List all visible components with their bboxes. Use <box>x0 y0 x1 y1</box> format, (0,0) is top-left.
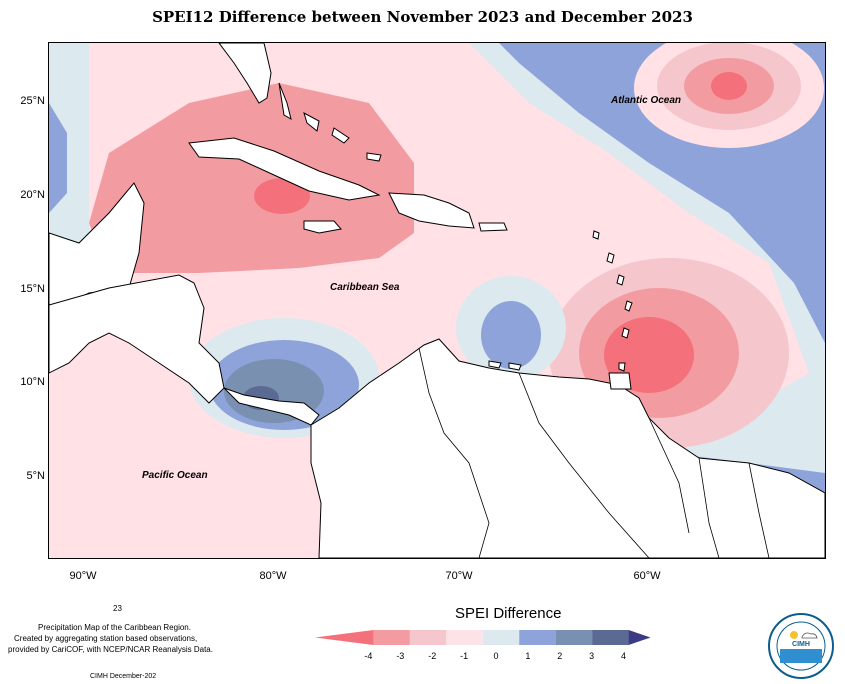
lon-label: 90°W <box>69 570 97 582</box>
sun-icon <box>790 631 798 639</box>
colorbar-tick: 2 <box>557 651 562 661</box>
lat-label: 15°N <box>20 283 45 295</box>
lon-label: 60°W <box>633 570 661 582</box>
credit-number: 23 <box>113 604 122 613</box>
colorbar-tick: -1 <box>460 651 468 661</box>
cimh-logo: CIMH <box>768 613 834 679</box>
lat-label: 10°N <box>20 376 45 388</box>
lat-label: 25°N <box>20 95 45 107</box>
colorbar-tick: 0 <box>493 651 498 661</box>
credit-line: provided by CariCOF, with NCEP/NCAR Rean… <box>8 645 213 654</box>
cimh-logo-art <box>776 621 826 671</box>
water-icon <box>780 649 822 663</box>
colorbar-cell <box>555 630 593 645</box>
spei-map: Atlantic Ocean Caribbean Sea Pacific Oce… <box>48 42 826 559</box>
colorbar-tick: -2 <box>428 651 436 661</box>
map-title: SPEI12 Difference between November 2023 … <box>152 8 693 26</box>
colorbar-cell <box>373 630 410 645</box>
colorbar-cell <box>519 630 556 645</box>
colorbar-cell <box>628 630 651 645</box>
caribbean-sea-label: Caribbean Sea <box>330 282 400 293</box>
credit-footer: CIMH December-202 <box>90 673 157 680</box>
legend-title: SPEI Difference <box>455 605 562 622</box>
atlantic-ocean-label: Atlantic Ocean <box>611 95 682 106</box>
colorbar-tick: -3 <box>396 651 404 661</box>
colorbar-cell <box>446 630 483 645</box>
credit-line: Created by aggregating station based obs… <box>14 634 198 643</box>
credit-text: Precipitation Map of the Caribbean Regio… <box>8 622 213 655</box>
colorbar-cell <box>409 630 447 645</box>
pacific-ocean-label: Pacific Ocean <box>142 470 208 481</box>
colorbar-cell <box>315 630 374 645</box>
colorbar: -4 -3 -2 -1 0 1 2 3 4 <box>315 630 651 661</box>
colorbar-tick: 1 <box>525 651 530 661</box>
colorbar-tick: 4 <box>621 651 626 661</box>
logo-text: CIMH <box>792 641 810 648</box>
lon-label: 70°W <box>445 570 473 582</box>
colorbar-tick: -4 <box>364 651 372 661</box>
colorbar-cell <box>592 630 629 645</box>
colorbar-tick: 3 <box>589 651 594 661</box>
credit-line: Precipitation Map of the Caribbean Regio… <box>38 623 191 632</box>
lon-label: 80°W <box>259 570 287 582</box>
spei-map-canvas <box>49 43 825 558</box>
lat-label: 20°N <box>20 189 45 201</box>
lat-label: 5°N <box>26 470 45 482</box>
colorbar-cell <box>482 630 520 645</box>
cloud-icon <box>801 632 818 639</box>
